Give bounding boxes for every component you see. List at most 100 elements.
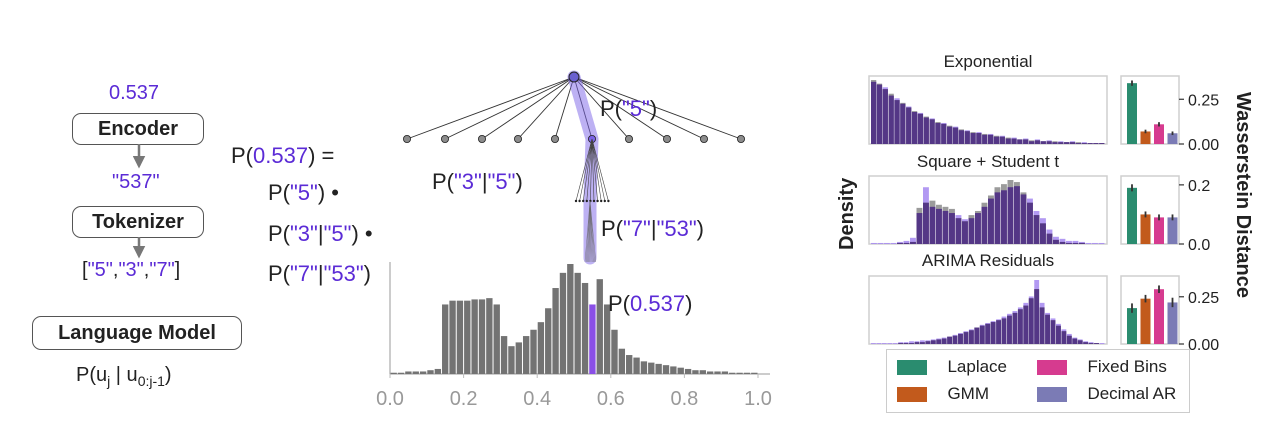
density-bar-overlap — [914, 342, 920, 344]
hist-bar — [603, 304, 611, 374]
density-bar-overlap — [894, 100, 900, 144]
tree-edge-level2 — [591, 138, 595, 202]
density-bar-overlap — [1072, 338, 1078, 344]
density-bar-overlap — [1069, 142, 1076, 144]
density-bar-overlap — [941, 123, 947, 144]
tree-node — [737, 134, 746, 143]
hist-bar — [486, 298, 493, 374]
density-bar-model — [1066, 240, 1072, 244]
density-bar-overlap — [1066, 335, 1072, 344]
hist-bar — [677, 367, 684, 374]
density-bar-overlap — [976, 133, 982, 144]
tokenizer-label: Tokenizer — [92, 211, 184, 233]
tree-edge-level2 — [591, 138, 602, 202]
tree-root-node — [568, 71, 580, 83]
tree-node-level2 — [574, 199, 578, 203]
density-bar-model — [890, 242, 897, 244]
language-model-box: Language Model — [32, 316, 242, 350]
hist-bar — [640, 361, 648, 374]
tree-edge — [444, 76, 575, 140]
density-bar-overlap — [963, 332, 969, 344]
hist-bar — [515, 342, 522, 374]
hist-bar — [692, 370, 699, 374]
hist-bar — [530, 329, 537, 374]
hist-bar — [567, 264, 574, 374]
hist-bar — [559, 272, 567, 374]
wasserstein-y-tick-label: 0.00 — [1188, 137, 1219, 154]
density-bar-model — [909, 341, 914, 344]
density-bar-overlap — [1045, 314, 1050, 344]
density-bar-overlap — [935, 122, 941, 144]
density-bar-overlap — [1023, 305, 1029, 344]
density-bar-overlap — [1046, 233, 1053, 244]
density-bar-overlap — [917, 113, 924, 144]
tree-node — [514, 134, 523, 143]
density-bar-overlap — [975, 213, 981, 244]
density-bar-overlap — [968, 218, 975, 244]
legend-swatch-decimal-ar — [1037, 386, 1067, 402]
factor-term-3: P("7"|"53") — [268, 261, 371, 286]
density-bar-overlap — [903, 242, 910, 244]
tree-node-level2 — [582, 199, 585, 203]
hist-bar — [596, 279, 603, 374]
tree-node-level2 — [607, 199, 610, 203]
legend-item-gmm: GMM — [897, 384, 989, 404]
density-bar-overlap — [888, 95, 894, 144]
hist-x-tick-label: 0.6 — [597, 388, 625, 410]
wasserstein-y-tick-label: 0.25 — [1188, 290, 1219, 307]
density-bar-overlap — [929, 119, 935, 144]
density-bar-overlap — [988, 198, 994, 244]
factor-lhs: P(0.537) = — [231, 143, 335, 168]
hist-bar — [456, 300, 464, 374]
wasserstein-bar — [1167, 217, 1178, 244]
hist-bar — [721, 371, 729, 374]
tree-node-level2 — [578, 199, 581, 203]
hist-bar — [574, 272, 581, 374]
density-bar-overlap — [1001, 318, 1007, 344]
density-bar-model — [1098, 242, 1105, 244]
hist-label-p0537: P(0.537) — [608, 291, 693, 316]
tree-edge — [573, 76, 742, 140]
density-bar-overlap — [1046, 141, 1052, 144]
tree-label-p7given53: P("7"|"53") — [601, 216, 704, 241]
density-bar-overlap — [930, 340, 936, 344]
tree-node — [700, 134, 709, 143]
hist-x-tick-label: 0.0 — [376, 388, 404, 410]
tree-edge-level3 — [589, 200, 596, 263]
wasserstein-bar — [1127, 308, 1137, 344]
hist-bar — [633, 357, 640, 374]
hist-bar — [552, 288, 559, 374]
density-bar-overlap — [1012, 312, 1018, 344]
density-bar-overlap — [962, 221, 968, 244]
legend-swatch-gmm — [897, 386, 927, 402]
tree-node — [663, 134, 672, 143]
density-bar-overlap — [876, 84, 883, 144]
density-bar-overlap — [929, 206, 936, 244]
wasserstein-bar — [1154, 289, 1164, 344]
tree-edge-level2 — [590, 138, 593, 202]
density-bar-overlap — [1028, 298, 1034, 344]
hist-bar — [581, 282, 589, 374]
hist-bar — [449, 300, 456, 374]
hist-bar — [684, 368, 692, 374]
density-bar-overlap — [1001, 190, 1007, 244]
density-bar-overlap — [955, 218, 962, 244]
encoder-label: Encoder — [97, 118, 179, 140]
factor-term-2: P("3"|"5") • — [268, 221, 373, 246]
tree-label-p3given5: P("3"|"5") — [432, 169, 523, 194]
density-bar-model — [881, 343, 887, 344]
density-bar-overlap — [968, 330, 974, 344]
density-bar-overlap — [882, 89, 888, 144]
encoded-string: "537" — [112, 171, 160, 193]
density-bar-overlap — [941, 338, 947, 344]
density-bar-overlap — [903, 343, 909, 344]
tree-node-level2 — [603, 199, 606, 203]
density-bar-overlap — [1034, 289, 1040, 344]
density-bar-overlap — [1033, 215, 1040, 244]
density-bar-overlap — [906, 107, 912, 144]
density-bar-model — [1085, 242, 1092, 244]
wasserstein-bar — [1127, 83, 1137, 144]
